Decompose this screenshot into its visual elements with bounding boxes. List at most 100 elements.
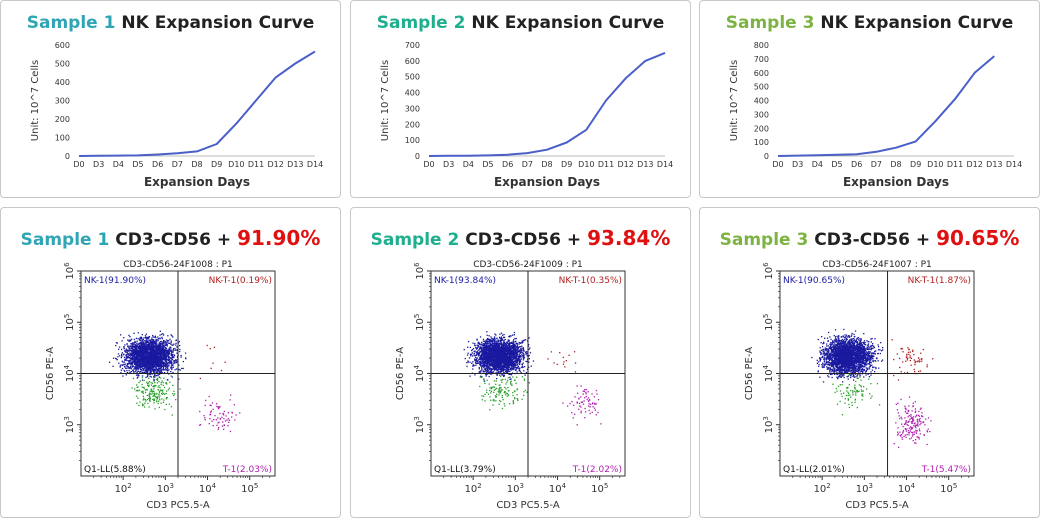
event-dot: [508, 370, 509, 371]
event-dot: [146, 389, 147, 390]
event-dot: [163, 358, 164, 359]
event-dot: [138, 369, 139, 370]
event-dot: [128, 347, 129, 348]
event-dot: [152, 393, 153, 394]
event-dot: [168, 349, 169, 350]
event-dot: [492, 342, 493, 343]
event-dot: [474, 374, 475, 375]
event-dot: [167, 379, 168, 380]
event-dot: [165, 359, 166, 360]
event-dot: [118, 363, 119, 364]
event-dot: [137, 372, 138, 373]
event-dot: [143, 347, 144, 348]
event-dot: [128, 353, 129, 354]
event-dot: [134, 342, 135, 343]
event-dot: [161, 403, 162, 404]
event-dot: [158, 389, 159, 390]
event-dot: [159, 399, 160, 400]
event-dot: [128, 363, 129, 364]
quadrant-label-ll: Q1-LL(5.88%): [84, 465, 146, 475]
event-dot: [151, 394, 152, 395]
event-dot: [160, 365, 161, 366]
event-dot: [481, 342, 482, 343]
x-axis-title: CD3 PC5.5-A: [146, 500, 210, 511]
event-dot: [158, 385, 159, 386]
event-dot: [487, 365, 488, 366]
event-dot: [142, 334, 143, 335]
x-tick-label: D3: [93, 160, 104, 169]
event-dot: [222, 426, 223, 427]
event-dot: [169, 343, 170, 344]
event-dot: [239, 412, 240, 413]
event-dot: [151, 360, 152, 361]
event-dot: [160, 390, 161, 391]
event-dot: [502, 335, 503, 336]
event-dot: [231, 416, 232, 417]
event-dot: [163, 365, 164, 366]
event-dot: [167, 372, 168, 373]
x-tick-label: D4: [812, 160, 823, 169]
event-dot: [477, 363, 478, 364]
event-dot: [124, 366, 125, 367]
event-dot: [224, 424, 225, 425]
event-dot: [152, 391, 153, 392]
event-dot: [236, 414, 237, 415]
x-tick-label: D11: [248, 160, 264, 169]
x-tick-label: D3: [443, 160, 454, 169]
event-dot: [234, 419, 235, 420]
event-dot: [161, 380, 162, 381]
event-dot: [149, 345, 150, 346]
event-dot: [153, 351, 154, 352]
event-dot: [146, 344, 147, 345]
event-dot: [153, 361, 154, 362]
y-tick-label: 300: [55, 97, 70, 106]
event-dot: [125, 364, 126, 365]
event-dot: [161, 370, 162, 371]
event-dot: [219, 413, 220, 414]
event-dot: [144, 340, 145, 341]
event-dot: [171, 340, 172, 341]
event-dot: [488, 341, 489, 342]
event-dot: [150, 362, 151, 363]
event-dot: [218, 422, 219, 423]
event-dot: [486, 331, 487, 332]
event-dot: [166, 404, 167, 405]
event-dot: [485, 371, 486, 372]
event-dot: [173, 395, 174, 396]
event-dot: [216, 419, 217, 420]
event-dot: [162, 394, 163, 395]
event-dot: [209, 396, 210, 397]
event-dot: [157, 361, 158, 362]
event-dot: [159, 335, 160, 336]
event-dot: [531, 366, 532, 367]
event-dot: [149, 393, 150, 394]
event-dot: [475, 345, 476, 346]
event-dot: [170, 367, 171, 368]
x-tick-label: D14: [1006, 160, 1022, 169]
event-dot: [130, 362, 131, 363]
event-dot: [216, 425, 217, 426]
event-dot: [520, 353, 521, 354]
series-line: [79, 52, 315, 157]
event-dot: [163, 352, 164, 353]
event-dot: [213, 409, 214, 410]
y-tick-label: 400: [55, 78, 70, 87]
x-axis-title: Expansion Days: [494, 175, 600, 189]
event-dot: [149, 360, 150, 361]
x-tick-label: D9: [211, 160, 222, 169]
event-dot: [214, 347, 215, 348]
event-dot: [203, 415, 204, 416]
event-dot: [139, 348, 140, 349]
event-dot: [146, 334, 147, 335]
event-dot: [125, 359, 126, 360]
event-dot: [163, 378, 164, 379]
event-dot: [476, 339, 477, 340]
event-dot: [221, 417, 222, 418]
event-dot: [142, 349, 143, 350]
event-dot: [505, 367, 506, 368]
event-dot: [204, 417, 205, 418]
event-dot: [162, 351, 163, 352]
event-dot: [209, 414, 210, 415]
flow-panel-2: Sample 2 CD3-CD56 + 93.84% CD3-CD56-24F1…: [350, 207, 691, 518]
